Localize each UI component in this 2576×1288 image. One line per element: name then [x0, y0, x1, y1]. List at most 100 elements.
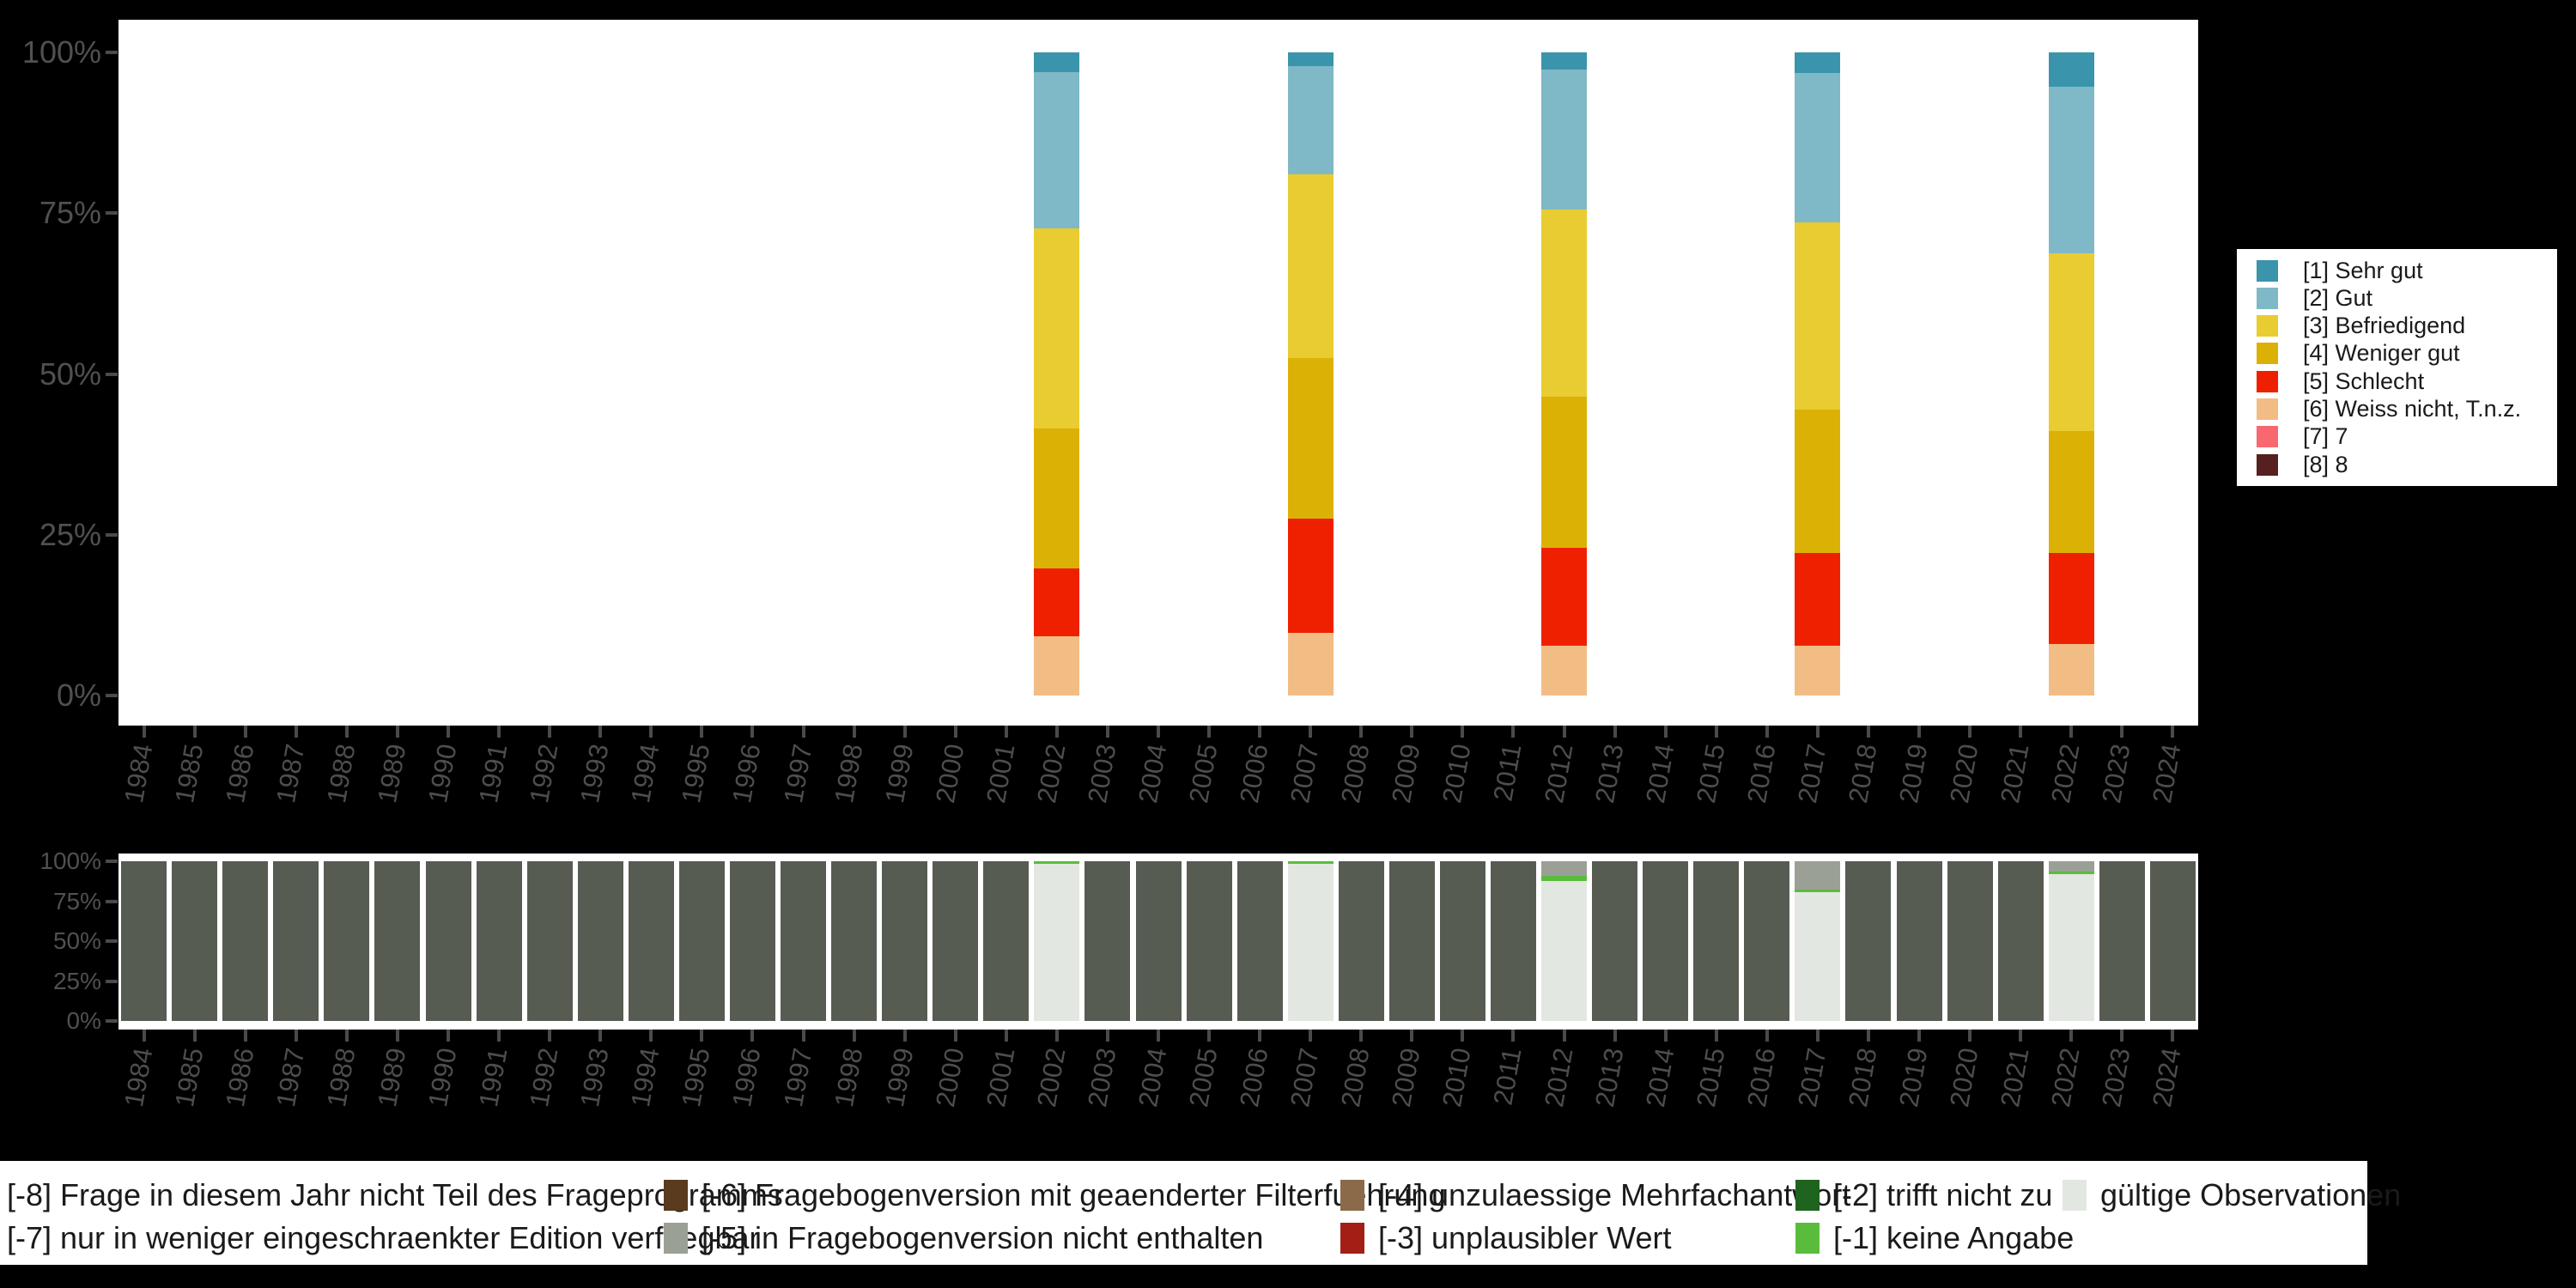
legend-item-2[interactable]: [2] Gut — [2257, 284, 2372, 312]
missings-chart-bar-segment--8[interactable] — [882, 861, 928, 1021]
missings-chart-bar-segment--8[interactable] — [933, 861, 979, 1021]
legend-item--7[interactable]: [-7] nur in weniger eingeschraenkter Edi… — [0, 1219, 760, 1257]
missings-chart-bar-segment--8[interactable] — [1643, 861, 1689, 1021]
missings-chart-bar-segment--8[interactable] — [1439, 861, 1485, 1021]
missings-chart-bar-segment-valid[interactable] — [1287, 863, 1334, 1021]
missings-chart-bar-segment--8[interactable] — [983, 861, 1030, 1021]
legend-item-7[interactable]: [7] 7 — [2257, 423, 2348, 451]
missings-chart-bar-segment-valid[interactable] — [1034, 863, 1080, 1021]
missings-chart-year-tick-label: 1986 — [219, 1045, 260, 1109]
health-chart-bar-segment-6[interactable] — [1034, 636, 1080, 696]
health-chart-bar-segment-1[interactable] — [2048, 52, 2094, 88]
legend-item--1[interactable]: [-1] keine Angabe — [1795, 1219, 2074, 1257]
legend-item-3[interactable]: [3] Befriedigend — [2257, 313, 2465, 340]
missings-chart-bar-segment--8[interactable] — [1338, 861, 1384, 1021]
missings-chart-bar-segment--8[interactable] — [1135, 861, 1182, 1021]
health-chart-bar-segment-4[interactable] — [2048, 431, 2094, 554]
missings-chart-bar-segment--8[interactable] — [1845, 861, 1892, 1021]
health-chart-bar-segment-1[interactable] — [1795, 52, 1841, 73]
legend-item-valid[interactable]: gültige Observationen — [2063, 1176, 2401, 1214]
health-chart-bar-segment-5[interactable] — [1287, 519, 1334, 634]
missings-chart-bar-segment--8[interactable] — [1693, 861, 1740, 1021]
missings-chart-bar-segment--8[interactable] — [628, 861, 674, 1021]
health-chart-bar-segment-2[interactable] — [1287, 66, 1334, 174]
missings-chart-bar-segment--8[interactable] — [476, 861, 522, 1021]
missings-chart-bar-segment--1[interactable] — [1034, 861, 1080, 864]
missings-chart-bar-segment--8[interactable] — [577, 861, 623, 1021]
health-chart-bar-segment-2[interactable] — [2048, 87, 2094, 253]
missings-chart-bar-segment--1[interactable] — [1287, 861, 1334, 864]
health-chart-bar-segment-1[interactable] — [1287, 52, 1334, 67]
missings-chart-bar-segment--8[interactable] — [425, 861, 471, 1021]
health-chart-bar-segment-5[interactable] — [1034, 568, 1080, 637]
missings-chart-bar-segment--8[interactable] — [1236, 861, 1283, 1021]
missings-chart-bar-segment-valid[interactable] — [2048, 873, 2094, 1021]
missings-chart-bar-segment--1[interactable] — [1541, 875, 1588, 881]
health-chart-bar-segment-3[interactable] — [1541, 209, 1588, 397]
missings-chart-bar-segment--8[interactable] — [222, 861, 269, 1021]
health-chart-bar-segment-4[interactable] — [1287, 357, 1334, 519]
health-chart-bar-segment-5[interactable] — [1541, 548, 1588, 646]
health-chart-bar-segment-1[interactable] — [1541, 52, 1588, 70]
missings-chart-bar-segment-valid[interactable] — [1541, 880, 1588, 1021]
legend-item-4[interactable]: [4] Weniger gut — [2257, 340, 2460, 368]
missings-chart-bar-segment--1[interactable] — [1795, 889, 1841, 892]
missings-chart-bar-segment--8[interactable] — [172, 861, 218, 1021]
health-chart-bar-segment-6[interactable] — [2048, 644, 2094, 696]
health-chart-bar-segment-3[interactable] — [1795, 222, 1841, 410]
missings-chart-bar-segment--8[interactable] — [1084, 861, 1131, 1021]
legend-item--2[interactable]: [-2] trifft nicht zu — [1795, 1176, 2052, 1214]
health-chart-bar-segment-5[interactable] — [1795, 552, 1841, 647]
missings-chart-bar-segment--8[interactable] — [374, 861, 421, 1021]
health-chart-bar-segment-6[interactable] — [1795, 646, 1841, 696]
legend-item--5[interactable]: [-5] in Fragebogenversion nicht enthalte… — [664, 1219, 1263, 1257]
missings-chart-bar-segment--8[interactable] — [2149, 861, 2196, 1021]
missings-chart-bar-segment--1[interactable] — [2048, 871, 2094, 874]
legend-item--6[interactable]: [-6] Fragebogenversion mit geaenderter F… — [664, 1176, 1445, 1214]
missings-chart-bar-segment--8[interactable] — [324, 861, 370, 1021]
health-chart-bar-segment-3[interactable] — [2048, 252, 2094, 432]
health-chart-bar-segment-4[interactable] — [1795, 409, 1841, 553]
missings-chart-bar-segment--8[interactable] — [1592, 861, 1638, 1021]
missings-chart-bar-segment--5[interactable] — [1795, 861, 1841, 890]
health-chart-bar-segment-4[interactable] — [1541, 396, 1588, 549]
health-chart-bar-segment-6[interactable] — [1287, 633, 1334, 696]
legend-item--8[interactable]: [-8] Frage in diesem Jahr nicht Teil des… — [0, 1176, 783, 1214]
health-chart-bar-segment-5[interactable] — [2048, 553, 2094, 645]
missings-chart-bar-segment-valid[interactable] — [1795, 891, 1841, 1021]
legend-item-8[interactable]: [8] 8 — [2257, 451, 2348, 478]
health-chart-bar-segment-1[interactable] — [1034, 52, 1080, 73]
missings-chart-bar-segment--8[interactable] — [1997, 861, 2044, 1021]
legend-item-1[interactable]: [1] Sehr gut — [2257, 257, 2423, 284]
legend-item--3[interactable]: [-3] unplausibler Wert — [1340, 1219, 1672, 1257]
missings-chart-bar-segment--8[interactable] — [1744, 861, 1790, 1021]
health-chart-bar-segment-6[interactable] — [1541, 645, 1588, 696]
missings-chart-bar-segment--8[interactable] — [1896, 861, 1942, 1021]
missings-chart-bar-segment--8[interactable] — [121, 861, 167, 1021]
health-chart-bar-segment-3[interactable] — [1287, 173, 1334, 358]
health-chart-bar-segment-4[interactable] — [1034, 428, 1080, 568]
missings-chart-bar-segment--8[interactable] — [729, 861, 775, 1021]
missings-chart-bar-segment--8[interactable] — [1388, 861, 1435, 1021]
missings-chart-bar-segment--8[interactable] — [526, 861, 573, 1021]
legend-item--4[interactable]: [-4] unzulaessige Mehrfachantwort — [1340, 1176, 1850, 1214]
missings-chart-bar-segment--5[interactable] — [2048, 861, 2094, 872]
health-chart-bar-segment-2[interactable] — [1034, 72, 1080, 229]
missings-chart-x-axis-tick — [1359, 1030, 1364, 1042]
missings-chart-bar-segment--8[interactable] — [781, 861, 826, 1021]
missings-chart-bar-segment--8[interactable] — [1186, 861, 1232, 1021]
health-chart-bar-segment-3[interactable] — [1034, 228, 1080, 429]
missings-chart-bar-segment--8[interactable] — [1490, 861, 1536, 1021]
legend-item-6[interactable]: [6] Weiss nicht, T.n.z. — [2257, 396, 2521, 423]
legend-swatch--4 — [1340, 1180, 1364, 1211]
legend-item-5[interactable]: [5] Schlecht — [2257, 368, 2424, 395]
missings-chart-bar-segment--5[interactable] — [1541, 861, 1588, 876]
missings-chart-bar-segment--8[interactable] — [831, 861, 878, 1021]
missings-chart-bar-segment--8[interactable] — [273, 861, 319, 1021]
missings-chart-year-tick-label: 1994 — [625, 1045, 665, 1109]
health-chart-bar-segment-2[interactable] — [1541, 70, 1588, 210]
health-chart-bar-segment-2[interactable] — [1795, 72, 1841, 223]
missings-chart-bar-segment--8[interactable] — [2099, 861, 2145, 1021]
missings-chart-bar-segment--8[interactable] — [678, 861, 725, 1021]
missings-chart-bar-segment--8[interactable] — [1947, 861, 1993, 1021]
